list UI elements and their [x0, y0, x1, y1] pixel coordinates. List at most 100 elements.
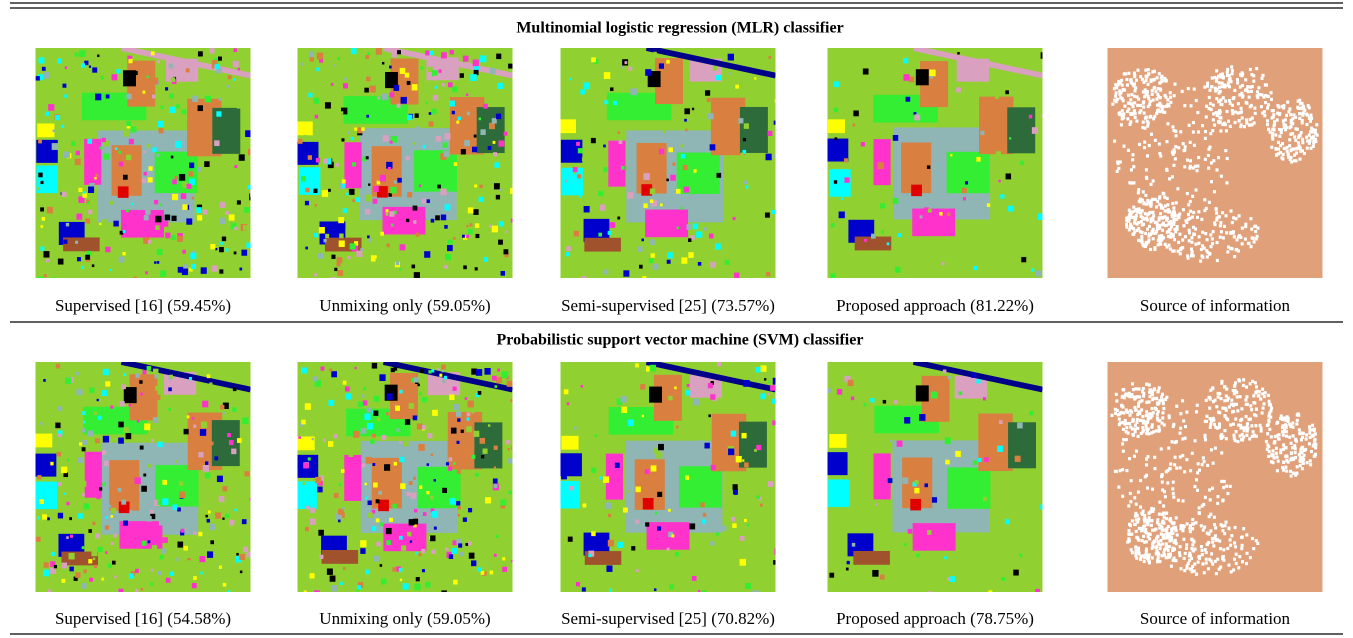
map-pixel: [193, 576, 197, 580]
map-pixel: [52, 277, 55, 280]
map-pixel: [444, 133, 450, 139]
map-region: [645, 210, 688, 238]
sample-dot: [1281, 142, 1284, 145]
sample-dot: [1241, 116, 1244, 119]
map-pixel: [137, 398, 143, 404]
map-pixel: [708, 113, 714, 119]
sample-dot: [1286, 150, 1289, 153]
map-pixel: [147, 516, 152, 522]
sample-dot: [1274, 147, 1277, 150]
sample-dot: [1294, 474, 1297, 477]
map-pixel: [37, 475, 41, 479]
sample-dot: [1212, 112, 1215, 115]
map-pixel: [624, 61, 627, 64]
sample-dot: [1139, 104, 1142, 107]
map-pixel: [352, 199, 355, 202]
map-pixel: [774, 121, 778, 125]
sample-dot: [1230, 80, 1233, 83]
map-pixel: [121, 500, 126, 505]
sample-dot: [1208, 407, 1211, 410]
sample-dot: [1237, 102, 1240, 105]
map-pixel: [101, 578, 104, 581]
map-pixel: [458, 117, 461, 121]
map-pixel: [148, 540, 151, 543]
sample-dot: [1118, 423, 1121, 426]
sample-dot: [1182, 142, 1185, 145]
map-pixel: [245, 130, 251, 137]
map-pixel: [698, 440, 703, 445]
sample-dot: [1124, 419, 1127, 422]
map-pixel: [301, 367, 307, 373]
sample-dot: [1214, 560, 1217, 563]
map-pixel: [424, 251, 430, 258]
sample-dot: [1141, 554, 1144, 557]
map-pixel: [149, 510, 153, 515]
map-pixel: [462, 170, 465, 173]
sample-dot: [1122, 388, 1125, 391]
map-pixel: [564, 389, 569, 394]
sample-dot: [1250, 424, 1253, 427]
map-pixel: [310, 508, 315, 513]
sample-dot: [1151, 556, 1154, 559]
map-pixel: [493, 152, 497, 156]
map-pixel: [356, 251, 362, 257]
map-pixel: [471, 410, 474, 413]
sample-dot: [1196, 489, 1199, 492]
map-pixel: [630, 88, 636, 95]
sample-dot: [1175, 405, 1178, 408]
sample-dot: [1123, 72, 1126, 75]
sample-dot: [1151, 230, 1154, 233]
sample-dot: [1299, 460, 1302, 463]
map-pixel: [448, 240, 453, 245]
sample-dot: [1180, 247, 1183, 250]
sample-dot: [1235, 553, 1238, 556]
map-pixel: [771, 210, 775, 214]
map-pixel: [418, 384, 420, 387]
sample-dot: [1139, 419, 1142, 422]
sample-dot: [1210, 180, 1213, 183]
map-pixel: [343, 208, 347, 213]
sample-dot: [1144, 553, 1147, 556]
map-pixel: [880, 575, 885, 580]
sample-dot: [1178, 554, 1181, 557]
map-pixel: [496, 377, 502, 383]
map-pixel: [229, 520, 234, 526]
map-pixel: [140, 393, 143, 396]
map-pixel: [330, 277, 336, 283]
sample-dot: [1146, 120, 1149, 123]
sample-dot: [1267, 95, 1270, 98]
map-pixel: [841, 198, 843, 200]
map-pixel: [653, 52, 656, 56]
map-pixel: [904, 417, 910, 424]
map-pixel: [916, 553, 919, 557]
sample-dot: [1220, 480, 1223, 483]
map-pixel: [94, 177, 96, 180]
sample-dot: [1135, 120, 1138, 123]
map-pixel: [43, 251, 49, 257]
map-pixel: [736, 230, 740, 235]
map-pixel: [767, 393, 769, 396]
sample-dot: [1249, 382, 1252, 385]
map-pixel: [444, 265, 448, 269]
map-pixel: [62, 563, 68, 569]
sample-dot: [1185, 411, 1188, 414]
map-pixel: [99, 223, 101, 225]
sample-dot: [1127, 102, 1130, 105]
map-pixel: [154, 261, 156, 263]
sample-dot: [1135, 79, 1138, 82]
map-pixel: [407, 532, 411, 537]
map-pixel: [443, 143, 448, 148]
map-pixel: [621, 407, 627, 413]
map-pixel: [308, 155, 312, 160]
sample-dot: [1241, 535, 1244, 538]
sample-dot: [1301, 102, 1304, 105]
sample-dot: [1156, 540, 1159, 543]
sample-dot: [1183, 149, 1186, 152]
caption: Proposed approach (78.75%): [836, 609, 1034, 628]
sample-dot: [1142, 394, 1145, 397]
map-pixel: [494, 446, 498, 450]
map-pixel: [645, 522, 649, 526]
map-pixel: [847, 561, 850, 564]
sample-dot: [1226, 71, 1229, 74]
map-pixel: [750, 260, 755, 265]
